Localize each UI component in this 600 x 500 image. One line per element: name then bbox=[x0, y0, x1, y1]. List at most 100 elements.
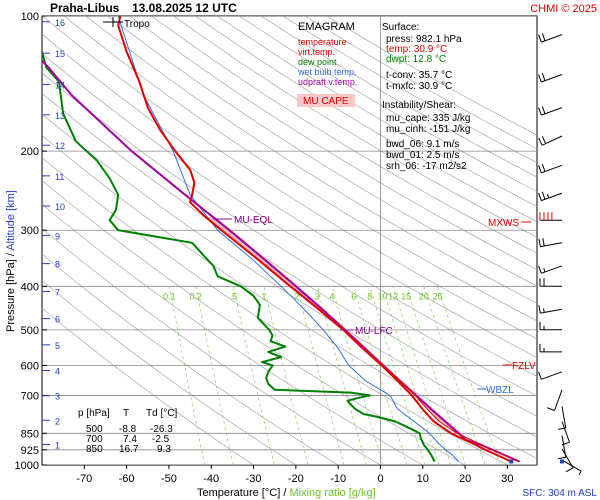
wind-barb-staff bbox=[561, 459, 582, 472]
mixing-ratio-tick-label: 15 bbox=[401, 291, 411, 301]
table-row-850-t: 16.7 bbox=[119, 444, 139, 455]
wind-barb-staff bbox=[561, 406, 567, 429]
temperature-tick-label: -70 bbox=[76, 473, 92, 485]
pressure-tick-label: 1000 bbox=[15, 460, 39, 472]
legend-item-dew-point: dew point bbox=[298, 57, 337, 67]
dry-adiabat-line bbox=[129, 16, 537, 270]
instability-title: Instability/Shear: bbox=[382, 100, 456, 111]
table-header-t: T bbox=[123, 408, 129, 419]
profile-series bbox=[42, 16, 521, 464]
table-row-500-td: -26.3 bbox=[150, 424, 173, 435]
credit-label: CHMI © 2025 bbox=[530, 3, 597, 15]
temperature-tick-label: -40 bbox=[203, 473, 219, 485]
dry-adiabat-line bbox=[173, 16, 537, 238]
series-line-temperature bbox=[117, 16, 512, 463]
legend-item-virt-temp: virt.temp. bbox=[298, 47, 335, 57]
temperature-tick-label: 0 bbox=[377, 473, 383, 485]
surface-marker bbox=[509, 459, 514, 464]
wind-barb bbox=[539, 343, 562, 353]
wind-barb-staff bbox=[540, 242, 563, 248]
wind-barb bbox=[557, 435, 567, 460]
wind-barb bbox=[538, 191, 563, 202]
mu-cape-swatch bbox=[297, 94, 355, 107]
plot-frame bbox=[41, 15, 538, 466]
mu-cinh-value: mu_cinh: -151 J/kg bbox=[386, 124, 471, 135]
pressure-tick-label: 600 bbox=[21, 360, 39, 372]
mu-cape-value: mu_cape: 335 J/kg bbox=[386, 113, 471, 124]
wind-barb-feather bbox=[538, 192, 542, 201]
mixing-ratio-tick-label: 25 bbox=[432, 291, 442, 301]
wind-barb-feather bbox=[557, 456, 566, 460]
table-row-500-t: -8.8 bbox=[119, 424, 137, 435]
temperature-tick-label: -50 bbox=[161, 473, 177, 485]
y-axis-title-sep: / bbox=[5, 251, 17, 260]
altitude-tick-label: 3 bbox=[55, 392, 60, 402]
dry-adiabat-line bbox=[42, 72, 537, 397]
wind-barb-feather bbox=[538, 238, 541, 247]
table-row-700-td: -2.5 bbox=[152, 434, 170, 445]
wind-barbs bbox=[538, 33, 582, 475]
wind-barb bbox=[557, 406, 567, 430]
wind-barb bbox=[561, 459, 582, 475]
wind-barb-feather bbox=[538, 165, 542, 173]
mixing-ratio-tick-label: 10 bbox=[377, 291, 387, 301]
altitude-tick-label: 10 bbox=[55, 202, 65, 212]
mixing-ratio-tick-label: 0.1 bbox=[163, 291, 176, 301]
wind-barb-half-feather bbox=[543, 308, 545, 313]
dry-adiabat-line bbox=[42, 33, 537, 358]
table-row-850-td: 9.3 bbox=[157, 444, 171, 455]
altitude-tick-label: 9 bbox=[55, 231, 60, 241]
wind-barb bbox=[538, 238, 563, 248]
wind-barb-feather bbox=[538, 107, 542, 116]
altitude-tick-label: 2 bbox=[55, 416, 60, 426]
station-name: Praha-Libus bbox=[50, 1, 120, 15]
wind-barb-staff bbox=[561, 421, 570, 443]
mixing-ratio-tick-label: 0.2 bbox=[189, 291, 202, 301]
dry-adiabat-line bbox=[42, 16, 537, 340]
mixing-ratio-line bbox=[168, 286, 205, 465]
bwd-01-value: bwd_01: 2.5 m/s bbox=[386, 150, 459, 161]
wind-barb-feather bbox=[541, 73, 546, 81]
y-axis-title-altitude: Altitude [km] bbox=[5, 190, 17, 251]
dry-adiabat-line bbox=[217, 16, 537, 207]
altitude-tick-label: 7 bbox=[55, 288, 60, 298]
wind-barb-feather bbox=[542, 238, 545, 246]
dry-adiabat-line bbox=[151, 16, 537, 254]
wind-barb bbox=[546, 389, 563, 411]
wind-barb bbox=[539, 321, 562, 331]
mu-lfc-label: MU-LFC bbox=[355, 326, 393, 337]
wind-barb bbox=[538, 265, 563, 274]
legend-item-updraft: udpraft v.temp. bbox=[298, 77, 357, 87]
pressure-tick-label: 850 bbox=[21, 428, 39, 440]
altitude-tick-label: 6 bbox=[55, 315, 60, 325]
wbzl-label: WBZL bbox=[486, 385, 514, 396]
levels-table: p [hPa] T Td [°C] 500 -8.8 -26.3 700 7.4… bbox=[78, 408, 177, 455]
wind-barb-half-feather bbox=[543, 268, 546, 273]
wind-barb-feather bbox=[541, 163, 546, 172]
tropopause-label: Tropo bbox=[124, 19, 150, 30]
pressure-tick-label: 925 bbox=[21, 445, 39, 457]
temperature-tick-label: 30 bbox=[501, 473, 513, 485]
wind-barb bbox=[538, 135, 563, 146]
surface-wind-marker bbox=[560, 459, 564, 464]
altitude-tick-label: 8 bbox=[55, 260, 60, 270]
legend-title: EMAGRAM bbox=[298, 21, 355, 33]
wind-barb bbox=[561, 448, 574, 473]
wind-barb-feather bbox=[565, 467, 574, 473]
altitude-tick-label: 4 bbox=[55, 367, 60, 377]
mxws-label: MXWS bbox=[488, 218, 519, 229]
pressure-tick-label: 400 bbox=[21, 281, 39, 293]
fzlv-label: FZLV bbox=[512, 361, 536, 372]
wind-barb bbox=[539, 278, 562, 287]
altitude-tick-label: 11 bbox=[55, 172, 64, 182]
mixing-ratio-tick-label: 4 bbox=[329, 291, 334, 301]
table-header-td: Td [°C] bbox=[146, 408, 177, 419]
x-axis-title: Temperature [°C] / Mixing ratio [g/kg] bbox=[197, 487, 376, 499]
t-conv: t-conv: 35.7 °C bbox=[386, 70, 452, 81]
wind-barb-half-feather bbox=[546, 194, 550, 199]
wind-barb-feather bbox=[541, 33, 546, 41]
altitude-tick-label: 13 bbox=[55, 111, 65, 121]
surface-pressure: press: 982.1 hPa bbox=[386, 34, 462, 45]
wind-barb-feather bbox=[541, 191, 546, 200]
mixing-ratio-tick-label: 8 bbox=[367, 291, 372, 301]
